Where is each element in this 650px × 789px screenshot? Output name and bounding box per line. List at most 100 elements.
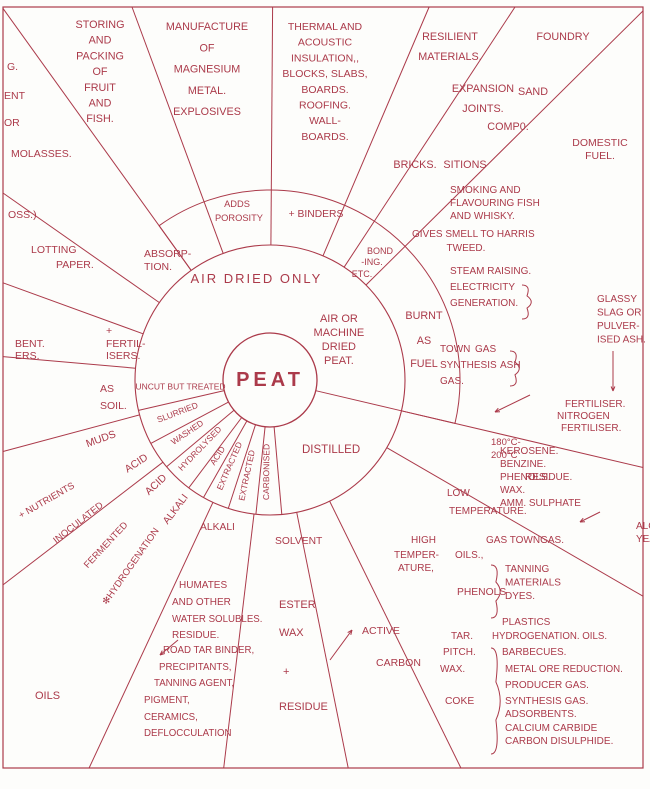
svg-text:AND WHISKY.: AND WHISKY. — [450, 211, 515, 222]
svg-text:ERS.: ERS. — [15, 350, 40, 362]
svg-text:FUEL: FUEL — [410, 358, 438, 370]
svg-text:BARBECUES.: BARBECUES. — [502, 647, 566, 658]
svg-text:WALL-: WALL- — [309, 115, 341, 127]
svg-text:SOLVENT: SOLVENT — [275, 536, 323, 547]
svg-text:BENT.: BENT. — [15, 338, 45, 350]
svg-text:WATER SOLUBLES.: WATER SOLUBLES. — [172, 614, 262, 625]
svg-text:PACKING: PACKING — [76, 50, 124, 62]
svg-text:+ NUTRIENTS: + NUTRIENTS — [17, 480, 77, 521]
svg-text:ENT: ENT — [4, 90, 26, 102]
svg-text:MAGNESIUM: MAGNESIUM — [174, 64, 241, 76]
svg-text:PLASTICS: PLASTICS — [502, 617, 551, 628]
svg-text:ACID: ACID — [143, 472, 170, 498]
svg-text:JOINTS.: JOINTS. — [462, 103, 503, 115]
svg-text:THERMAL AND: THERMAL AND — [288, 21, 363, 33]
svg-text:TAR.: TAR. — [451, 631, 473, 642]
svg-text:DOMESTIC: DOMESTIC — [572, 137, 628, 149]
svg-text:GAS TOWNGAS.: GAS TOWNGAS. — [486, 535, 564, 546]
svg-text:PRODUCER GAS.: PRODUCER GAS. — [505, 680, 589, 691]
svg-text:FRUIT: FRUIT — [84, 82, 116, 94]
svg-text:MOLASSES.: MOLASSES. — [11, 148, 72, 160]
svg-text:ACTIVE: ACTIVE — [362, 625, 400, 637]
svg-text:OILS: OILS — [35, 690, 60, 702]
svg-text:LOTTING: LOTTING — [31, 244, 77, 256]
svg-text:RESILIENT: RESILIENT — [422, 31, 478, 43]
svg-text:FLAVOURING FISH: FLAVOURING FISH — [450, 198, 540, 209]
svg-text:SYNTHESIS GAS.: SYNTHESIS GAS. — [505, 696, 588, 707]
svg-text:OR: OR — [4, 117, 20, 129]
svg-text:FUEL.: FUEL. — [585, 150, 615, 162]
svg-text:PEAT.: PEAT. — [324, 355, 354, 367]
svg-text:SLAG OR: SLAG OR — [597, 308, 641, 319]
svg-text:TION.: TION. — [144, 261, 172, 273]
svg-text:GAS.: GAS. — [440, 376, 464, 387]
svg-text:DEFLOCCULATION: DEFLOCCULATION — [144, 728, 232, 739]
svg-text:ETC.: ETC. — [352, 269, 373, 279]
svg-text:+ BINDERS: + BINDERS — [289, 209, 344, 220]
svg-text:UNCUT BUT TREATED: UNCUT BUT TREATED — [135, 381, 225, 391]
svg-text:PIGMENT,: PIGMENT, — [144, 695, 190, 706]
svg-text:ACOUSTIC: ACOUSTIC — [298, 37, 353, 49]
svg-text:ISERS.: ISERS. — [106, 350, 140, 362]
svg-text:TWEED.: TWEED. — [447, 243, 486, 254]
svg-text:FOUNDRY: FOUNDRY — [536, 31, 589, 43]
svg-text:HUMATES: HUMATES — [179, 580, 227, 591]
svg-text:SOIL.: SOIL. — [100, 400, 127, 412]
svg-text:CARBONISED: CARBONISED — [261, 444, 271, 500]
svg-text:ADSORBENTS.: ADSORBENTS. — [505, 709, 577, 720]
svg-text:DRIED: DRIED — [322, 341, 356, 353]
svg-text:PAPER.: PAPER. — [56, 259, 94, 271]
svg-text:CARBON DISULPHIDE.: CARBON DISULPHIDE. — [505, 736, 613, 747]
svg-text:MUDS: MUDS — [84, 428, 117, 450]
svg-text:MACHINE: MACHINE — [314, 327, 365, 339]
svg-text:G.: G. — [7, 61, 18, 73]
svg-text:EXPLOSIVES: EXPLOSIVES — [173, 106, 241, 118]
svg-text:PITCH.: PITCH. — [443, 647, 476, 658]
svg-text:SYNTHESIS: SYNTHESIS — [440, 360, 497, 371]
svg-text:AS: AS — [417, 335, 431, 347]
svg-text:PULVER-: PULVER- — [597, 321, 640, 332]
svg-text:OILS.,: OILS., — [455, 550, 483, 561]
svg-text:SMOKING AND: SMOKING AND — [450, 185, 521, 196]
svg-text:TEMPER-: TEMPER- — [394, 550, 439, 561]
svg-text:BRICKS.: BRICKS. — [393, 159, 436, 171]
svg-text:HIGH: HIGH — [411, 535, 436, 546]
svg-text:ROOFING.: ROOFING. — [299, 100, 351, 112]
svg-text:TOWN: TOWN — [440, 344, 470, 355]
svg-text:BOARDS.: BOARDS. — [301, 131, 348, 143]
svg-text:MATERIALS: MATERIALS — [505, 577, 561, 588]
svg-text:EXPANSION: EXPANSION — [452, 83, 514, 95]
svg-text:PHENOLS: PHENOLS — [457, 587, 506, 598]
svg-text:CALCIUM CARBIDE: CALCIUM CARBIDE — [505, 723, 598, 734]
svg-text:PEAT: PEAT — [236, 369, 304, 391]
svg-text:WAX: WAX — [279, 627, 304, 639]
svg-text:WAX.: WAX. — [440, 664, 465, 675]
svg-text:TEMPERATURE.: TEMPERATURE. — [449, 506, 527, 517]
svg-text:ESTER: ESTER — [279, 599, 316, 611]
svg-text:GAS: GAS — [475, 344, 496, 355]
svg-text:TANNING: TANNING — [505, 564, 549, 575]
svg-text:YEAST: YEAST — [636, 534, 650, 545]
svg-text:AND: AND — [89, 98, 112, 110]
svg-text:MANUFACTURE: MANUFACTURE — [166, 21, 248, 33]
svg-text:ATURE,: ATURE, — [398, 563, 434, 574]
svg-text:ROAD TAR BINDER,: ROAD TAR BINDER, — [163, 645, 254, 656]
svg-text:HYDROGENATION. OILS.: HYDROGENATION. OILS. — [492, 631, 607, 642]
svg-text:TANNING AGENT,: TANNING AGENT, — [154, 678, 234, 689]
svg-text:OSS.): OSS.) — [8, 209, 37, 221]
svg-text:AIR DRIED ONLY: AIR DRIED ONLY — [191, 271, 323, 286]
svg-text:FERMENTED: FERMENTED — [82, 520, 131, 571]
svg-text:OF: OF — [200, 42, 215, 54]
svg-text:RESIDUE.: RESIDUE. — [172, 630, 219, 641]
svg-text:NITROGEN: NITROGEN — [557, 411, 610, 422]
svg-text:ALKALI: ALKALI — [161, 492, 191, 526]
svg-text:MATERIALS.: MATERIALS. — [418, 51, 481, 63]
svg-text:ASH: ASH — [500, 360, 521, 371]
svg-text:200°C: 200°C — [491, 450, 518, 461]
svg-text:ADDS: ADDS — [224, 199, 250, 209]
svg-text:ACID: ACID — [123, 451, 151, 475]
svg-text:FERTILISER.: FERTILISER. — [565, 399, 625, 410]
svg-text:DYES.: DYES. — [505, 591, 535, 602]
svg-text:BOND: BOND — [367, 246, 394, 256]
svg-text:BURNT: BURNT — [405, 310, 443, 322]
